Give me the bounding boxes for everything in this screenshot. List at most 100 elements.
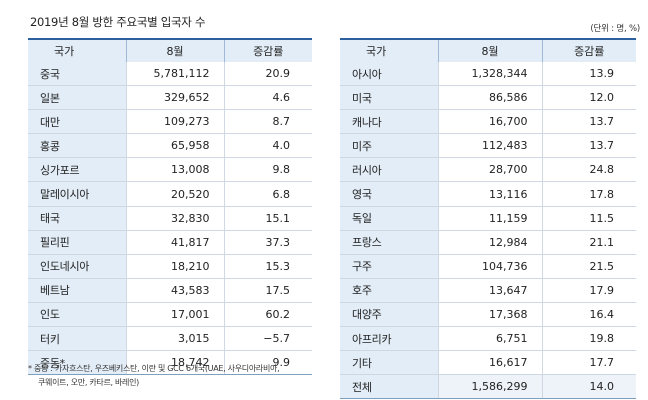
change-cell: 12.0 <box>541 85 636 111</box>
value-cell: 12,984 <box>437 230 542 255</box>
country-cell: 호주 <box>340 278 438 303</box>
table-row: 홍콩 65,958 4.0 <box>28 133 312 159</box>
value-cell: 11,159 <box>437 206 542 231</box>
change-cell: 19.8 <box>541 326 636 352</box>
country-cell: 캐나다 <box>340 109 438 135</box>
change-cell: 17.5 <box>223 278 312 303</box>
value-cell: 16,617 <box>437 350 542 376</box>
value-cell: 13,647 <box>437 278 542 303</box>
country-cell: 미주 <box>340 133 438 159</box>
entries-table-left: 국가 8월 증감률 중국 5,781,112 20.9 일본 329,652 4.6 대만 1… <box>28 38 312 376</box>
country-cell: 중국 <box>28 62 126 87</box>
change-cell: 9.8 <box>223 157 312 183</box>
value-cell: 13,116 <box>437 181 542 207</box>
header-country: 국가 <box>340 38 438 62</box>
table-row: 독일 11,159 11.5 <box>340 206 636 231</box>
table-row: 일본 329,652 4.6 <box>28 85 312 111</box>
value-cell: 32,830 <box>125 206 224 231</box>
value-cell: 13,008 <box>125 157 224 183</box>
country-cell: 필리핀 <box>28 230 126 255</box>
value-cell: 65,958 <box>125 133 224 159</box>
change-cell: 24.8 <box>541 157 636 183</box>
value-cell: 18,210 <box>125 254 224 279</box>
value-cell: 6,751 <box>437 326 542 352</box>
value-cell: 86,586 <box>437 85 542 111</box>
table-row: 기타 16,617 17.7 <box>340 350 636 376</box>
country-cell: 베트남 <box>28 278 126 303</box>
change-cell: 21.5 <box>541 254 636 279</box>
table-row: 베트남 43,583 17.5 <box>28 278 312 303</box>
value-cell: 1,328,344 <box>437 62 542 87</box>
country-cell: 아시아 <box>340 62 438 87</box>
table-row: 아프리카 6,751 19.8 <box>340 326 636 352</box>
table-row: 말레이시아 20,520 6.8 <box>28 181 312 207</box>
country-cell: 대만 <box>28 109 126 135</box>
country-cell: 아프리카 <box>340 326 438 352</box>
entries-table-right: 국가 8월 증감률 아시아 1,328,344 13.9 미국 86,586 12.0 캐나… <box>340 38 636 400</box>
table-row: 구주 104,736 21.5 <box>340 254 636 279</box>
change-cell: 13.9 <box>541 62 636 87</box>
footnote: * 중동 : 카자흐스탄, 우즈베키스탄, 이란 및 GCC 6개국(UAE, … <box>28 362 328 390</box>
change-cell: 20.9 <box>223 62 312 87</box>
header-change: 증감률 <box>223 38 312 62</box>
country-cell: 미국 <box>340 85 438 111</box>
change-cell: 11.5 <box>541 206 636 231</box>
country-cell: 말레이시아 <box>28 181 126 207</box>
change-cell: 15.1 <box>223 206 312 231</box>
table-row: 중동* 18,742 9.9 <box>28 350 312 376</box>
value-cell: 28,700 <box>437 157 542 183</box>
change-cell: 14.0 <box>541 374 636 400</box>
header-row: 국가 8월 증감률 <box>340 38 636 62</box>
country-cell: 대양주 <box>340 302 438 328</box>
country-cell: 싱가포르 <box>28 157 126 183</box>
table-row: 전체 1,586,299 14.0 <box>340 374 636 400</box>
value-cell: 5,781,112 <box>125 62 224 87</box>
country-cell: 터키 <box>28 326 126 352</box>
table-row: 캐나다 16,700 13.7 <box>340 109 636 135</box>
table-row: 싱가포르 13,008 9.8 <box>28 157 312 183</box>
value-cell: 18,742 <box>125 350 224 376</box>
change-cell: 17.8 <box>541 181 636 207</box>
table-row: 미주 112,483 13.7 <box>340 133 636 159</box>
change-cell: 17.9 <box>541 278 636 303</box>
country-cell: 독일 <box>340 206 438 231</box>
change-cell: 8.7 <box>223 109 312 135</box>
change-cell: 60.2 <box>223 302 312 328</box>
change-cell: −5.7 <box>223 326 312 352</box>
country-cell: 전체 <box>340 374 438 400</box>
table-row: 대만 109,273 8.7 <box>28 109 312 135</box>
table-row: 미국 86,586 12.0 <box>340 85 636 111</box>
table-row: 인도네시아 18,210 15.3 <box>28 254 312 279</box>
value-cell: 3,015 <box>125 326 224 352</box>
change-cell: 6.8 <box>223 181 312 207</box>
change-cell: 4.6 <box>223 85 312 111</box>
header-change: 증감률 <box>541 38 636 62</box>
value-cell: 43,583 <box>125 278 224 303</box>
table-row: 필리핀 41,817 37.3 <box>28 230 312 255</box>
value-cell: 104,736 <box>437 254 542 279</box>
table-row: 영국 13,116 17.8 <box>340 181 636 207</box>
change-cell: 21.1 <box>541 230 636 255</box>
country-cell: 영국 <box>340 181 438 207</box>
unit-label: (단위 : 명, %) <box>590 24 640 34</box>
header-month: 8월 <box>437 38 542 62</box>
header-country: 국가 <box>28 38 126 62</box>
country-cell: 기타 <box>340 350 438 376</box>
table-row: 대양주 17,368 16.4 <box>340 302 636 328</box>
footnote-line: 쿠웨이트, 오만, 카타르, 바레인) <box>38 378 139 387</box>
change-cell: 4.0 <box>223 133 312 159</box>
table-title: 2019년 8월 방한 주요국별 입국자 수 <box>30 15 206 29</box>
country-cell: 일본 <box>28 85 126 111</box>
value-cell: 1,586,299 <box>437 374 542 400</box>
value-cell: 17,001 <box>125 302 224 328</box>
table-row: 터키 3,015 −5.7 <box>28 326 312 352</box>
change-cell: 37.3 <box>223 230 312 255</box>
table-row: 호주 13,647 17.9 <box>340 278 636 303</box>
header-month: 8월 <box>125 38 224 62</box>
country-cell: 인도 <box>28 302 126 328</box>
change-cell: 13.7 <box>541 133 636 159</box>
value-cell: 109,273 <box>125 109 224 135</box>
table-row: 아시아 1,328,344 13.9 <box>340 62 636 87</box>
change-cell: 16.4 <box>541 302 636 328</box>
table-row: 러시아 28,700 24.8 <box>340 157 636 183</box>
